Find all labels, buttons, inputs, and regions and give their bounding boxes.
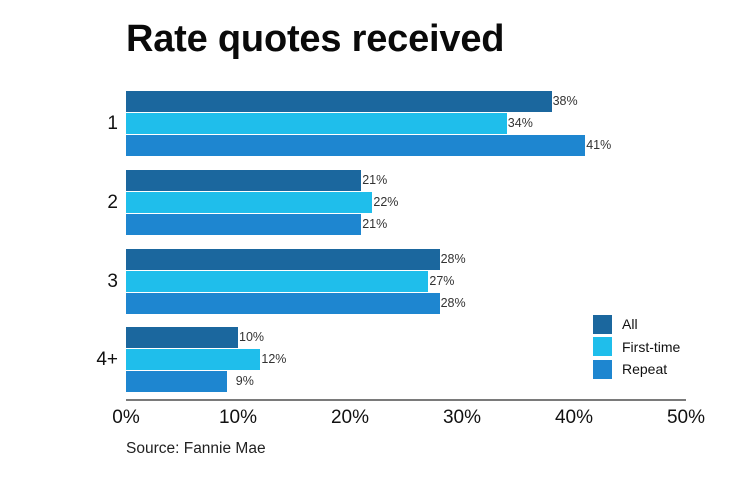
bar-all-4plus — [126, 327, 238, 348]
bar-first-time-4plus — [126, 349, 261, 370]
bar-first-time-2 — [126, 192, 373, 213]
legend-item-all: All — [593, 313, 680, 336]
bar-value-label: 21% — [362, 217, 388, 231]
bar-first-time-1 — [126, 113, 507, 134]
x-axis-tick-label: 0% — [112, 407, 140, 428]
x-axis-tick-label: 30% — [442, 407, 482, 428]
source-note: Source: Fannie Mae — [126, 440, 266, 457]
bar-value-label: 22% — [373, 195, 399, 209]
legend-item-repeat: Repeat — [593, 358, 680, 381]
legend-label: All — [622, 316, 638, 333]
legend-item-first-time: First-time — [593, 336, 680, 359]
legend-swatch-icon — [593, 314, 612, 334]
legend-swatch-icon — [593, 359, 612, 379]
bar-repeat-4plus — [126, 371, 227, 392]
bar-repeat-3 — [126, 293, 440, 314]
bar-repeat-2 — [126, 214, 362, 235]
x-axis-line — [126, 399, 686, 401]
legend-label: First-time — [622, 338, 681, 355]
bar-first-time-3 — [126, 271, 429, 292]
x-axis-tick-label: 50% — [666, 407, 706, 428]
legend-label: Repeat — [622, 361, 668, 378]
category-label: 2 — [107, 191, 118, 213]
bar-value-label: 12% — [261, 352, 287, 366]
bar-value-label: 9% — [235, 374, 254, 388]
x-axis-tick-label: 10% — [218, 407, 258, 428]
bar-value-label: 21% — [362, 173, 388, 187]
category-label: 4+ — [96, 348, 118, 370]
bar-value-label: 28% — [440, 296, 466, 310]
x-axis-tick-label: 40% — [554, 407, 594, 428]
bar-repeat-1 — [126, 135, 586, 156]
bar-value-label: 27% — [429, 274, 455, 288]
x-axis-tick-label: 20% — [330, 407, 370, 428]
bar-all-1 — [126, 91, 552, 112]
bar-value-label: 10% — [239, 330, 265, 344]
bar-all-3 — [126, 249, 440, 270]
chart-title: Rate quotes received — [126, 18, 505, 60]
bar-value-label: 38% — [552, 94, 578, 108]
bar-value-label: 28% — [440, 252, 466, 266]
bar-value-label: 41% — [586, 138, 612, 152]
bar-value-label: 34% — [507, 116, 533, 130]
bar-all-2 — [126, 170, 362, 191]
legend: All First-time Repeat — [593, 313, 680, 381]
category-label: 3 — [107, 270, 118, 292]
category-label: 1 — [107, 112, 118, 134]
legend-swatch-icon — [593, 337, 612, 357]
